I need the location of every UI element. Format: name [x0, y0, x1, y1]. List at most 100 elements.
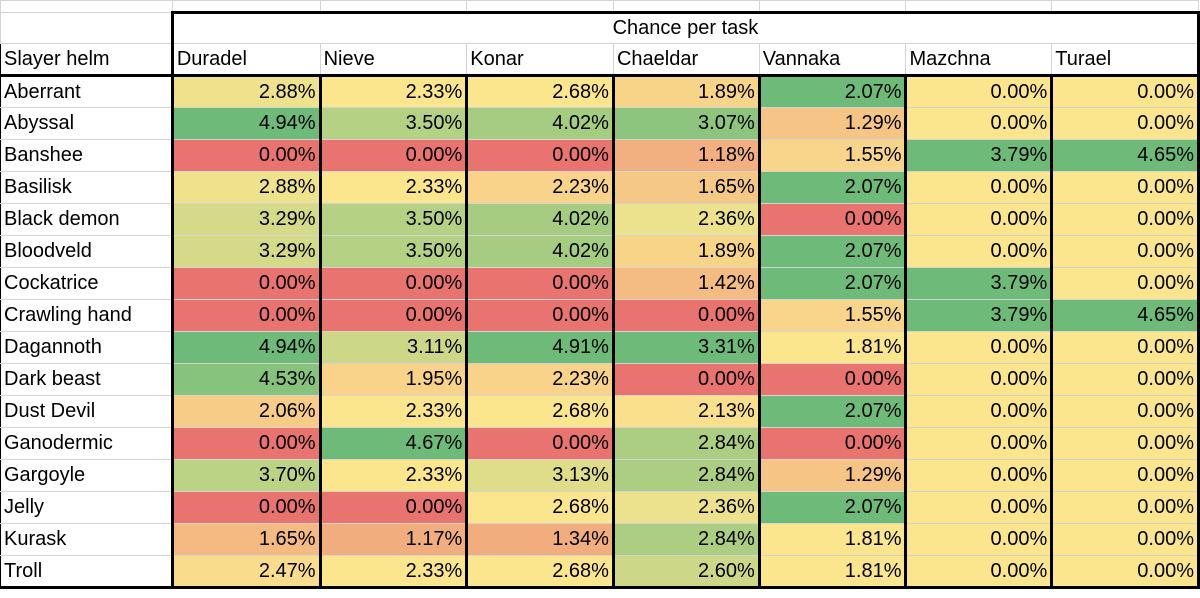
- value-cell[interactable]: 0.00%: [905, 459, 1054, 492]
- table-title[interactable]: Chance per task: [170, 11, 1200, 44]
- value-cell[interactable]: 2.84%: [612, 459, 761, 492]
- value-cell[interactable]: 0.00%: [1051, 171, 1200, 204]
- row-label[interactable]: Banshee: [0, 139, 174, 172]
- value-cell[interactable]: 0.00%: [1051, 523, 1200, 556]
- value-cell[interactable]: 0.00%: [905, 523, 1054, 556]
- value-cell[interactable]: 3.50%: [319, 107, 469, 140]
- value-cell[interactable]: 0.00%: [1051, 107, 1200, 140]
- value-cell[interactable]: 0.00%: [905, 203, 1054, 236]
- row-label[interactable]: Kurask: [0, 523, 174, 556]
- value-cell[interactable]: 0.00%: [905, 171, 1054, 204]
- row-label[interactable]: Basilisk: [0, 171, 174, 204]
- value-cell[interactable]: 1.95%: [319, 363, 469, 396]
- value-cell[interactable]: 1.29%: [758, 459, 908, 492]
- column-header-chaeldar[interactable]: Chaeldar: [612, 43, 760, 77]
- value-cell[interactable]: 2.36%: [612, 203, 761, 236]
- value-cell[interactable]: 1.42%: [612, 267, 761, 300]
- value-cell[interactable]: 2.68%: [466, 75, 615, 108]
- value-cell[interactable]: 0.00%: [905, 75, 1054, 108]
- value-cell[interactable]: 0.00%: [1051, 491, 1200, 524]
- value-cell[interactable]: 1.81%: [758, 523, 908, 556]
- value-cell[interactable]: 1.18%: [612, 139, 761, 172]
- value-cell[interactable]: 2.88%: [171, 75, 322, 108]
- value-cell[interactable]: 2.23%: [466, 363, 615, 396]
- value-cell[interactable]: 0.00%: [171, 267, 322, 300]
- value-cell[interactable]: 3.07%: [612, 107, 761, 140]
- value-cell[interactable]: 0.00%: [905, 555, 1054, 589]
- value-cell[interactable]: 0.00%: [612, 363, 761, 396]
- value-cell[interactable]: 0.00%: [1051, 427, 1200, 460]
- row-label[interactable]: Gargoyle: [0, 459, 174, 492]
- row-label[interactable]: Aberrant: [0, 75, 174, 108]
- value-cell[interactable]: 0.00%: [319, 299, 469, 332]
- value-cell[interactable]: 0.00%: [1051, 459, 1200, 492]
- value-cell[interactable]: 0.00%: [1051, 555, 1200, 589]
- value-cell[interactable]: 1.65%: [612, 171, 761, 204]
- row-label[interactable]: Dark beast: [0, 363, 174, 396]
- value-cell[interactable]: 0.00%: [171, 491, 322, 524]
- value-cell[interactable]: 0.00%: [1051, 331, 1200, 364]
- value-cell[interactable]: 2.33%: [319, 459, 469, 492]
- value-cell[interactable]: 1.34%: [466, 523, 615, 556]
- value-cell[interactable]: 3.50%: [319, 203, 469, 236]
- value-cell[interactable]: 2.68%: [466, 395, 615, 428]
- value-cell[interactable]: 0.00%: [758, 363, 908, 396]
- value-cell[interactable]: 0.00%: [905, 395, 1054, 428]
- value-cell[interactable]: 4.65%: [1051, 299, 1200, 332]
- row-label[interactable]: Cockatrice: [0, 267, 174, 300]
- column-header-mazchna[interactable]: Mazchna: [905, 43, 1053, 77]
- value-cell[interactable]: 1.89%: [612, 235, 761, 268]
- value-cell[interactable]: 0.00%: [466, 139, 615, 172]
- row-label[interactable]: Dust Devil: [0, 395, 174, 428]
- value-cell[interactable]: 3.79%: [905, 299, 1054, 332]
- value-cell[interactable]: 0.00%: [1051, 363, 1200, 396]
- value-cell[interactable]: 0.00%: [466, 427, 615, 460]
- value-cell[interactable]: 0.00%: [466, 299, 615, 332]
- value-cell[interactable]: 0.00%: [319, 267, 469, 300]
- value-cell[interactable]: 4.67%: [319, 427, 469, 460]
- value-cell[interactable]: 2.07%: [758, 235, 908, 268]
- value-cell[interactable]: 2.07%: [758, 491, 908, 524]
- value-cell[interactable]: 2.07%: [758, 75, 908, 108]
- column-header-konar[interactable]: Konar: [466, 43, 614, 77]
- column-header-vannaka[interactable]: Vannaka: [758, 43, 907, 77]
- value-cell[interactable]: 2.36%: [612, 491, 761, 524]
- value-cell[interactable]: 3.31%: [612, 331, 761, 364]
- column-header-duradel[interactable]: Duradel: [171, 43, 321, 77]
- value-cell[interactable]: 0.00%: [905, 363, 1054, 396]
- value-cell[interactable]: 4.02%: [466, 107, 615, 140]
- value-cell[interactable]: 0.00%: [1051, 235, 1200, 268]
- value-cell[interactable]: 0.00%: [1051, 395, 1200, 428]
- value-cell[interactable]: 0.00%: [1051, 75, 1200, 108]
- value-cell[interactable]: 1.81%: [758, 331, 908, 364]
- value-cell[interactable]: 4.02%: [466, 203, 615, 236]
- value-cell[interactable]: 2.60%: [612, 555, 761, 589]
- value-cell[interactable]: 2.84%: [612, 427, 761, 460]
- value-cell[interactable]: 1.55%: [758, 299, 908, 332]
- value-cell[interactable]: 3.50%: [319, 235, 469, 268]
- value-cell[interactable]: 0.00%: [466, 267, 615, 300]
- value-cell[interactable]: 0.00%: [905, 491, 1054, 524]
- row-label[interactable]: Crawling hand: [0, 299, 174, 332]
- value-cell[interactable]: 2.68%: [466, 491, 615, 524]
- value-cell[interactable]: 0.00%: [1051, 267, 1200, 300]
- row-label[interactable]: Jelly: [0, 491, 174, 524]
- row-label[interactable]: Ganodermic: [0, 427, 174, 460]
- value-cell[interactable]: 4.94%: [171, 107, 322, 140]
- value-cell[interactable]: 0.00%: [905, 235, 1054, 268]
- value-cell[interactable]: 4.65%: [1051, 139, 1200, 172]
- value-cell[interactable]: 0.00%: [319, 139, 469, 172]
- value-cell[interactable]: 0.00%: [905, 427, 1054, 460]
- value-cell[interactable]: 2.68%: [466, 555, 615, 589]
- value-cell[interactable]: 0.00%: [612, 299, 761, 332]
- row-label[interactable]: Bloodveld: [0, 235, 174, 268]
- value-cell[interactable]: 2.07%: [758, 267, 908, 300]
- row-label[interactable]: Abyssal: [0, 107, 174, 140]
- value-cell[interactable]: 4.02%: [466, 235, 615, 268]
- value-cell[interactable]: 3.70%: [171, 459, 322, 492]
- value-cell[interactable]: 0.00%: [758, 427, 908, 460]
- value-cell[interactable]: 3.79%: [905, 139, 1054, 172]
- row-label[interactable]: Dagannoth: [0, 331, 174, 364]
- value-cell[interactable]: 0.00%: [171, 299, 322, 332]
- value-cell[interactable]: 3.13%: [466, 459, 615, 492]
